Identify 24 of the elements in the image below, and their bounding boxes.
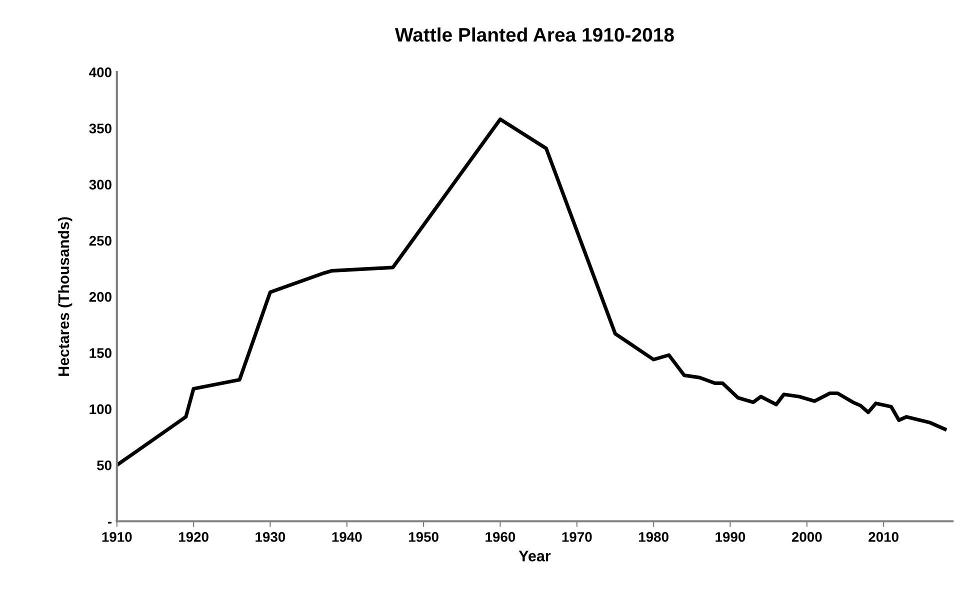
y-tick-label: 350 [89, 124, 112, 134]
y-tick-label: 200 [89, 292, 112, 302]
x-tick-label: 1970 [562, 532, 592, 542]
x-tick-label: 1960 [486, 532, 516, 542]
x-axis-title: Year [518, 550, 551, 562]
y-tick-label: 100 [90, 404, 112, 414]
y-tick-label: 300 [89, 180, 112, 190]
x-tick-label: 1980 [638, 532, 668, 542]
chart-title: Wattle Planted Area 1910-2018 [394, 27, 674, 42]
x-tick-label: 1910 [102, 532, 132, 542]
x-tick-label: 1930 [256, 532, 286, 542]
x-tick-label: 1920 [178, 532, 208, 542]
x-tick-label: 1950 [408, 532, 438, 542]
y-tick-label: 50 [97, 460, 112, 470]
y-tick-label: 400 [89, 67, 112, 78]
x-tick-label: 2010 [868, 532, 898, 542]
x-tick-label: 1940 [332, 532, 362, 542]
x-tick-label: 1990 [716, 532, 746, 542]
y-tick-label: - [108, 522, 112, 524]
x-tick-label: 2000 [792, 532, 822, 542]
y-axis-title: Hectares (Thousands) [58, 217, 72, 376]
y-tick-label: 250 [89, 236, 112, 246]
y-tick-label: 150 [90, 348, 112, 358]
line-series [116, 117, 947, 467]
